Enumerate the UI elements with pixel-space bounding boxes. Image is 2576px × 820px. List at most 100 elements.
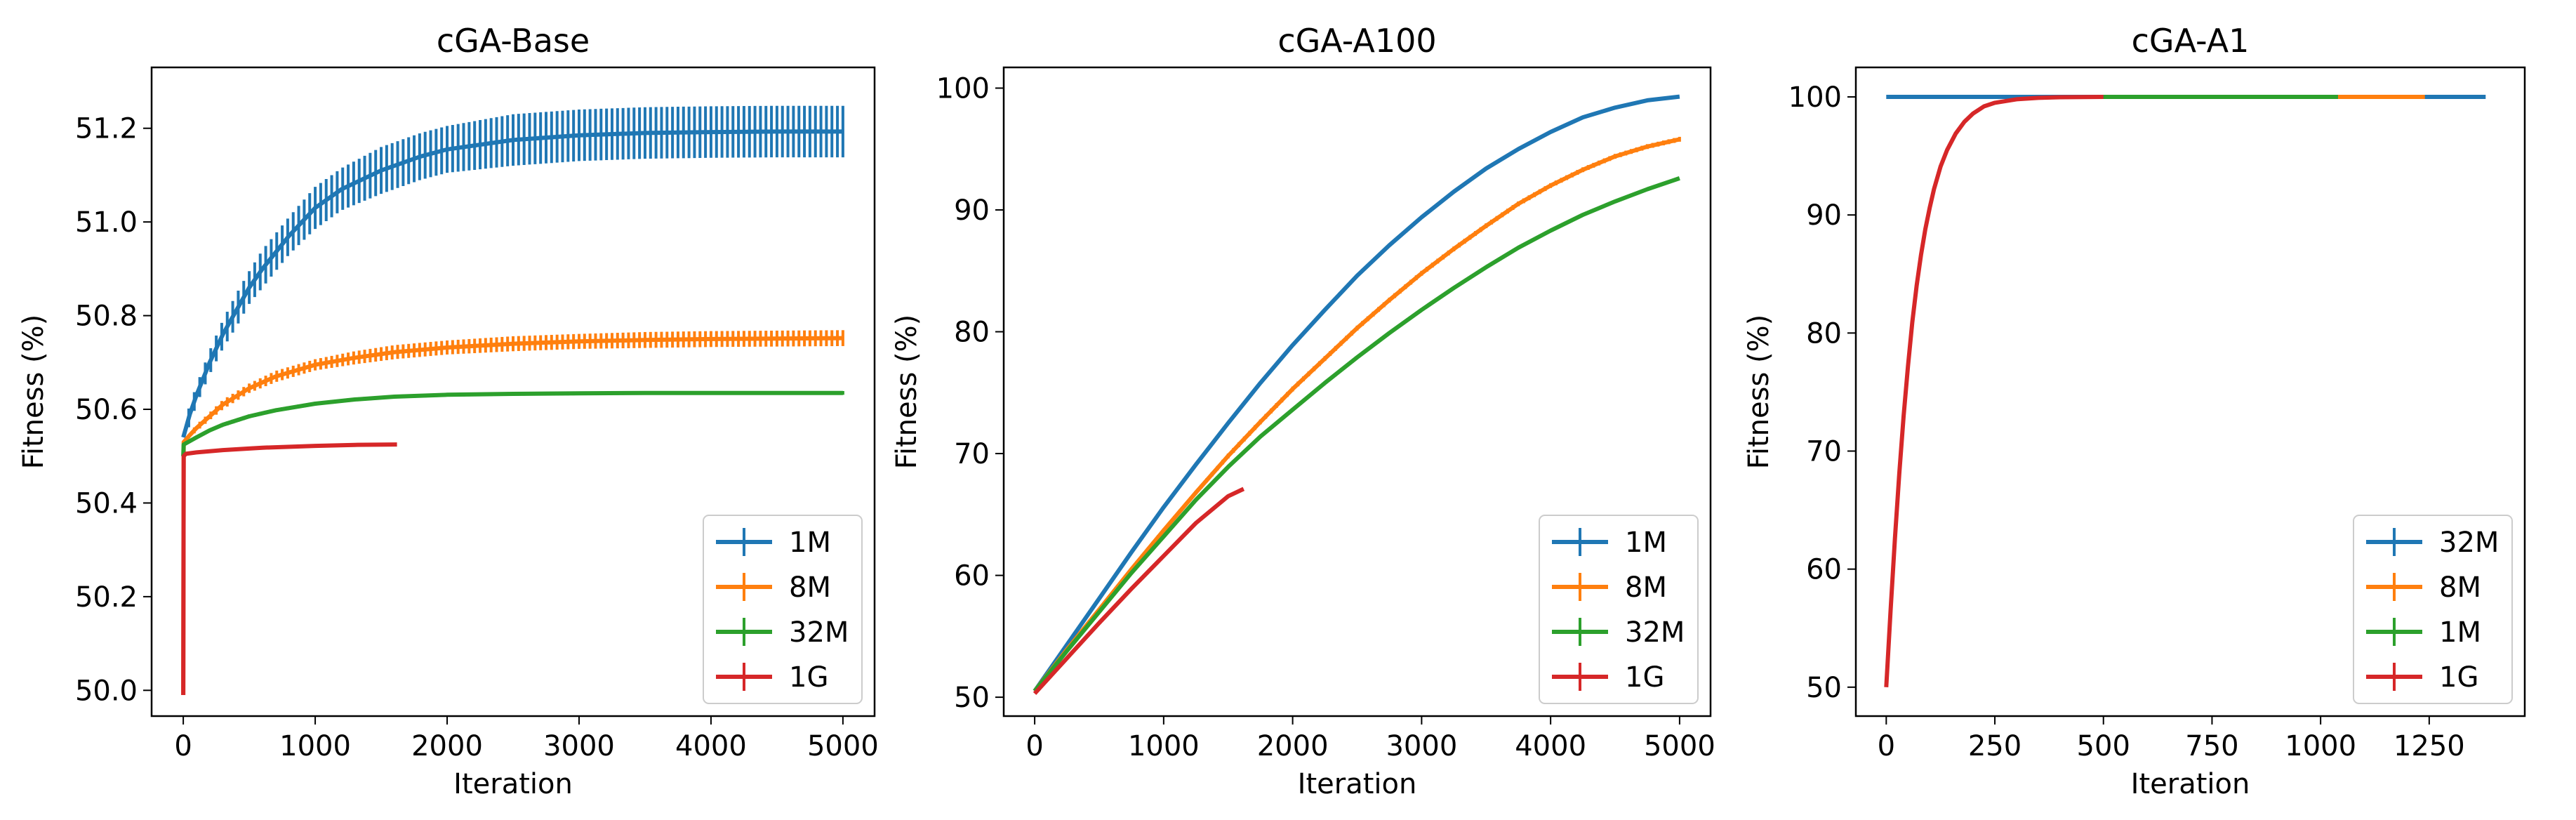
data-point <box>188 433 192 437</box>
data-point <box>1971 112 1975 116</box>
x-tick-label: 4000 <box>1515 730 1586 762</box>
legend-label: 1M <box>789 527 831 559</box>
data-point <box>1889 609 1893 613</box>
data-point <box>1259 435 1263 439</box>
data-point <box>2058 95 2062 100</box>
plot-area <box>1033 94 1682 696</box>
data-point <box>511 138 515 142</box>
plot-area <box>1884 95 2486 687</box>
data-point <box>577 339 581 343</box>
y-tick-label: 50.8 <box>75 300 138 333</box>
y-tick-label: 50 <box>954 682 990 714</box>
data-point <box>775 336 779 340</box>
x-axis-label: Iteration <box>453 768 573 800</box>
y-tick-label: 50.2 <box>75 581 138 614</box>
data-point <box>274 408 278 412</box>
data-point <box>1932 187 1936 191</box>
legend-label: 1G <box>789 661 828 694</box>
data-point <box>1259 420 1263 424</box>
data-point <box>286 234 291 238</box>
series-line-1g <box>1884 95 2104 687</box>
chart-title: cGA-A1 <box>2132 22 2250 60</box>
data-point <box>1963 119 1967 124</box>
data-point <box>709 337 713 341</box>
data-point <box>1613 154 1617 159</box>
y-tick-label: 70 <box>1806 435 1842 468</box>
data-point <box>511 392 515 396</box>
data-point <box>1678 137 1682 141</box>
data-point <box>1162 505 1166 509</box>
data-point <box>1097 621 1101 625</box>
data-point <box>1194 463 1198 467</box>
x-tick-label: 4000 <box>675 730 747 762</box>
data-point <box>1033 692 1037 696</box>
data-point <box>775 391 779 395</box>
series-32m <box>1033 176 1680 693</box>
data-point <box>220 402 225 406</box>
legend-label: 1M <box>1625 527 1667 559</box>
x-tick-label: 5000 <box>1644 730 1715 762</box>
data-point <box>577 133 581 138</box>
legend-item-1m: 1M <box>1552 527 1667 559</box>
data-point <box>445 345 449 350</box>
data-point <box>1645 145 1649 149</box>
data-point <box>1548 183 1553 187</box>
data-point <box>2102 95 2106 99</box>
y-tick-label: 50.6 <box>75 394 138 426</box>
data-point <box>352 397 357 402</box>
data-point <box>1129 571 1134 575</box>
data-point <box>841 391 845 395</box>
data-point <box>1927 206 1932 210</box>
x-tick-label: 250 <box>1968 730 2021 762</box>
data-point <box>418 154 423 159</box>
series-line-1m <box>1033 94 1680 693</box>
x-tick-label: 5000 <box>807 730 879 762</box>
data-point <box>260 267 265 271</box>
data-point <box>1226 454 1230 458</box>
data-point <box>1323 381 1327 385</box>
data-point <box>247 286 251 290</box>
data-point <box>1484 265 1488 270</box>
data-point <box>247 414 251 418</box>
data-point <box>1613 105 1617 110</box>
data-point <box>1452 286 1456 290</box>
data-point <box>1162 534 1166 538</box>
data-point <box>1291 343 1295 348</box>
data-point <box>1516 201 1520 206</box>
series-1g <box>1033 487 1245 696</box>
x-axis-label: Iteration <box>2131 768 2250 800</box>
data-point <box>577 391 581 395</box>
series-line-1g <box>181 442 397 696</box>
x-tick-label: 1000 <box>2285 730 2356 762</box>
legend: 1M 8M 32M 1G <box>1539 515 1699 704</box>
data-point <box>643 338 647 342</box>
chart-title: cGA-Base <box>437 22 590 60</box>
data-point <box>445 392 449 397</box>
series-1m <box>2103 95 2338 99</box>
data-point <box>182 442 186 447</box>
data-point <box>1419 271 1423 275</box>
data-point <box>1645 98 1649 102</box>
y-tick-label: 100 <box>1788 81 1842 114</box>
data-point <box>313 363 317 367</box>
data-point <box>1259 381 1263 385</box>
y-tick-label: 70 <box>954 438 990 470</box>
data-point <box>1945 148 1949 152</box>
data-point <box>1226 494 1230 498</box>
data-point <box>1355 355 1360 359</box>
data-point <box>1581 213 1585 217</box>
series-1g <box>181 442 397 696</box>
data-point <box>2036 95 2040 100</box>
data-point <box>1419 215 1423 219</box>
x-tick-label: 3000 <box>1386 730 1457 762</box>
legend: 1M 8M 32M 1G <box>703 515 863 704</box>
data-point <box>1129 550 1134 555</box>
axes-frame <box>1854 66 2526 718</box>
x-tick-label: 0 <box>1025 730 1043 762</box>
series-line-1g <box>1033 487 1245 695</box>
data-point <box>1919 253 1923 257</box>
y-tick-label: 60 <box>1806 554 1842 586</box>
series-line-8m <box>1033 137 1680 693</box>
y-tick-label: 90 <box>1806 199 1842 232</box>
data-point <box>1323 308 1327 312</box>
